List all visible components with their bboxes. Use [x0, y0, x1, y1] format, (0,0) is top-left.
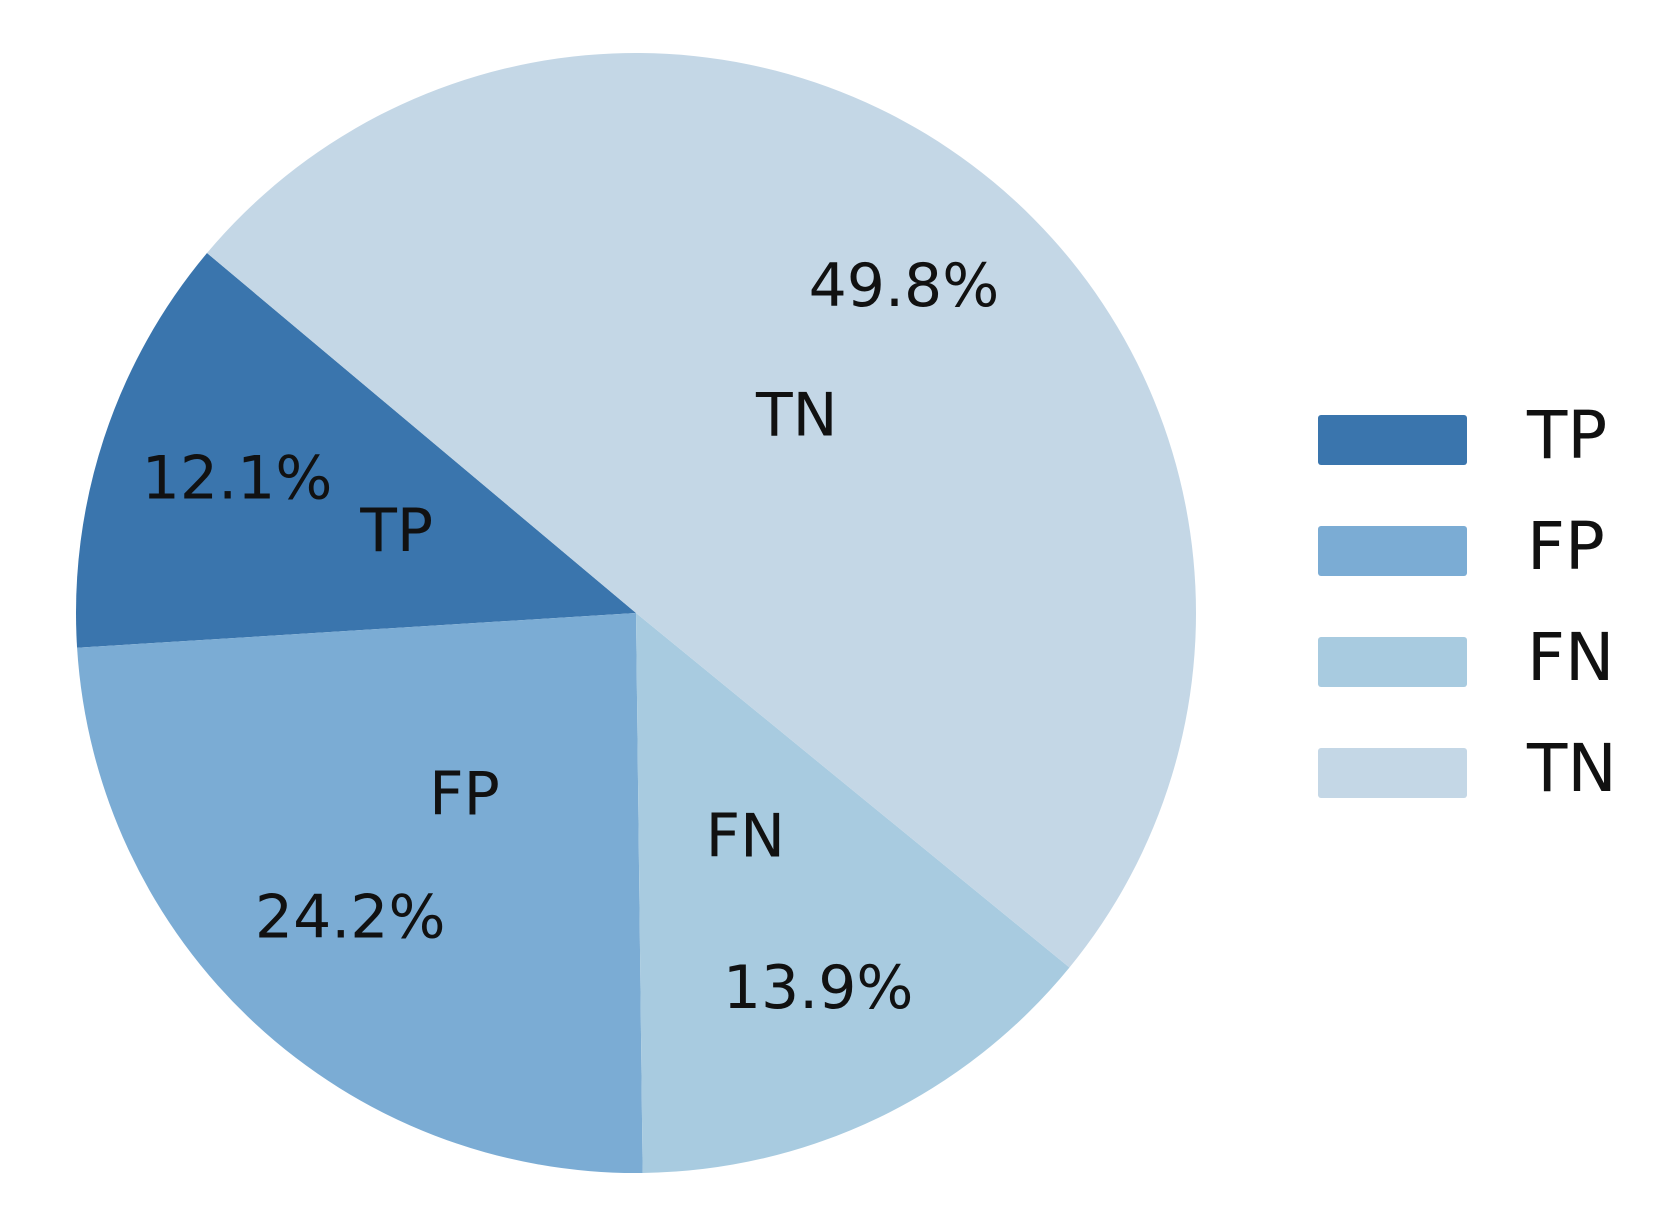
legend-label: TN — [1526, 730, 1617, 807]
pie-slice — [75, 253, 636, 648]
legend-swatch — [1318, 415, 1467, 465]
pie-slice — [636, 613, 1070, 1173]
legend-swatch — [1318, 748, 1467, 798]
value-label: 24.2% — [255, 882, 446, 952]
legend-label: FP — [1527, 508, 1605, 585]
value-label: 49.8% — [809, 251, 1000, 321]
slice-label: FN — [706, 802, 785, 872]
legend-swatch — [1318, 637, 1467, 687]
legend-swatch — [1318, 526, 1467, 576]
slice-label: TN — [755, 381, 838, 451]
pie-slice — [207, 53, 1196, 968]
legend-label: FN — [1527, 619, 1614, 696]
slice-label: TP — [359, 496, 433, 566]
slice-label: FP — [429, 759, 500, 829]
pie-slice — [77, 613, 643, 1173]
legend-label: TP — [1526, 397, 1607, 474]
value-label: 12.1% — [142, 443, 333, 513]
value-label: 13.9% — [723, 953, 914, 1023]
